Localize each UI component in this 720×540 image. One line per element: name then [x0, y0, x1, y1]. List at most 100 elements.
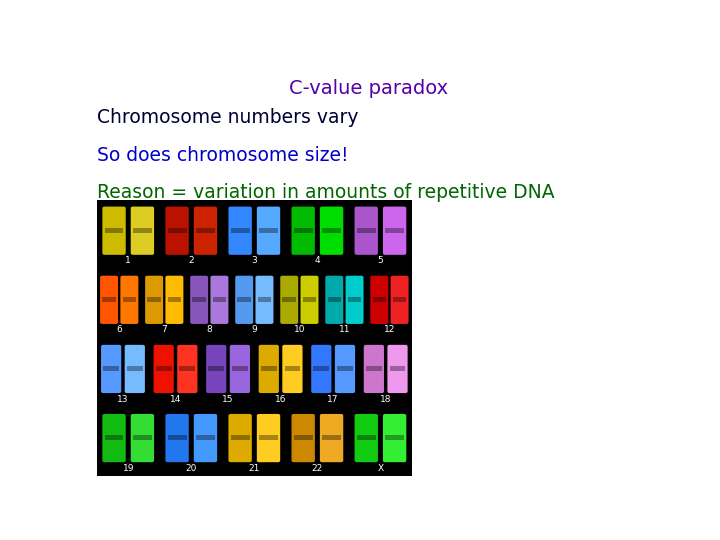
Bar: [259, 227, 278, 233]
Bar: [168, 435, 186, 440]
Text: 19: 19: [122, 464, 134, 472]
FancyBboxPatch shape: [101, 345, 121, 393]
Text: 11: 11: [338, 326, 350, 334]
Text: C-value paradox: C-value paradox: [289, 79, 449, 98]
Bar: [284, 366, 300, 371]
FancyBboxPatch shape: [320, 414, 343, 462]
Bar: [390, 366, 405, 371]
Text: 21: 21: [248, 464, 260, 472]
FancyBboxPatch shape: [131, 414, 154, 462]
FancyBboxPatch shape: [292, 207, 315, 255]
FancyBboxPatch shape: [282, 345, 302, 393]
Bar: [104, 435, 124, 440]
Bar: [294, 227, 312, 233]
FancyBboxPatch shape: [235, 276, 253, 324]
Text: 4: 4: [315, 256, 320, 265]
Text: 13: 13: [117, 395, 129, 403]
Bar: [196, 435, 215, 440]
FancyBboxPatch shape: [354, 207, 378, 255]
Text: 14: 14: [170, 395, 181, 403]
Bar: [328, 296, 341, 302]
Text: 22: 22: [312, 464, 323, 472]
Bar: [261, 366, 276, 371]
Bar: [393, 296, 406, 302]
Bar: [104, 227, 124, 233]
Bar: [357, 227, 376, 233]
FancyBboxPatch shape: [190, 276, 208, 324]
FancyBboxPatch shape: [210, 276, 228, 324]
FancyBboxPatch shape: [390, 276, 408, 324]
FancyBboxPatch shape: [194, 414, 217, 462]
FancyBboxPatch shape: [102, 207, 126, 255]
Bar: [372, 296, 386, 302]
FancyBboxPatch shape: [335, 345, 355, 393]
Text: 17: 17: [328, 395, 339, 403]
FancyBboxPatch shape: [166, 414, 189, 462]
FancyBboxPatch shape: [311, 345, 331, 393]
FancyBboxPatch shape: [256, 276, 274, 324]
FancyBboxPatch shape: [387, 345, 408, 393]
FancyBboxPatch shape: [166, 276, 184, 324]
Bar: [148, 296, 161, 302]
FancyBboxPatch shape: [383, 414, 406, 462]
FancyBboxPatch shape: [194, 207, 217, 255]
FancyBboxPatch shape: [125, 345, 145, 393]
Bar: [348, 296, 361, 302]
Bar: [192, 296, 206, 302]
Bar: [96, 200, 412, 476]
Text: X: X: [377, 464, 384, 472]
FancyBboxPatch shape: [257, 207, 280, 255]
FancyBboxPatch shape: [177, 345, 197, 393]
Bar: [230, 435, 250, 440]
Bar: [168, 227, 186, 233]
Bar: [196, 227, 215, 233]
Bar: [102, 296, 116, 302]
Bar: [133, 435, 152, 440]
Text: 12: 12: [384, 326, 395, 334]
Bar: [385, 227, 404, 233]
FancyBboxPatch shape: [206, 345, 226, 393]
Bar: [259, 435, 278, 440]
FancyBboxPatch shape: [228, 414, 252, 462]
FancyBboxPatch shape: [346, 276, 364, 324]
Text: 6: 6: [117, 326, 122, 334]
Text: 3: 3: [251, 256, 257, 265]
Bar: [232, 366, 248, 371]
FancyBboxPatch shape: [153, 345, 174, 393]
FancyBboxPatch shape: [102, 414, 126, 462]
Bar: [103, 366, 119, 371]
FancyBboxPatch shape: [166, 207, 189, 255]
Text: 20: 20: [186, 464, 197, 472]
Bar: [282, 296, 296, 302]
Bar: [258, 296, 271, 302]
FancyBboxPatch shape: [370, 276, 388, 324]
Bar: [313, 366, 329, 371]
FancyBboxPatch shape: [100, 276, 118, 324]
Text: 10: 10: [294, 326, 305, 334]
Bar: [212, 296, 226, 302]
Bar: [230, 227, 250, 233]
Bar: [337, 366, 353, 371]
Bar: [322, 435, 341, 440]
FancyBboxPatch shape: [300, 276, 318, 324]
Bar: [127, 366, 143, 371]
FancyBboxPatch shape: [257, 414, 280, 462]
Text: 15: 15: [222, 395, 234, 403]
Bar: [322, 227, 341, 233]
FancyBboxPatch shape: [145, 276, 163, 324]
FancyBboxPatch shape: [364, 345, 384, 393]
FancyBboxPatch shape: [325, 276, 343, 324]
FancyBboxPatch shape: [258, 345, 279, 393]
Bar: [122, 296, 136, 302]
Text: Reason = variation in amounts of repetitive DNA: Reason = variation in amounts of repetit…: [96, 183, 554, 202]
Text: 2: 2: [189, 256, 194, 265]
FancyBboxPatch shape: [320, 207, 343, 255]
FancyBboxPatch shape: [292, 414, 315, 462]
FancyBboxPatch shape: [230, 345, 250, 393]
Bar: [156, 366, 171, 371]
FancyBboxPatch shape: [228, 207, 252, 255]
Text: 18: 18: [380, 395, 392, 403]
Text: 5: 5: [377, 256, 383, 265]
Bar: [179, 366, 195, 371]
Bar: [357, 435, 376, 440]
